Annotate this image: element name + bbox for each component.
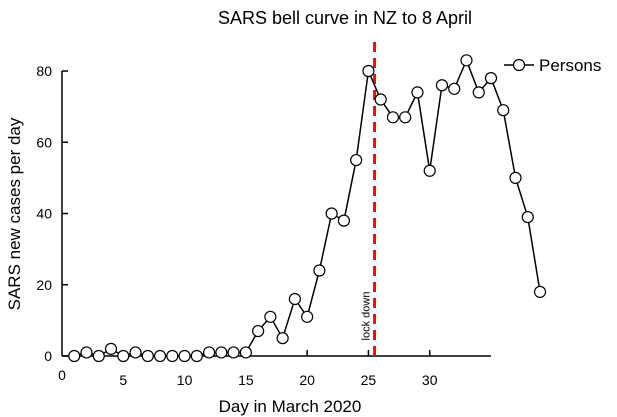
persons-point-31: [448, 82, 461, 95]
legend-label-persons: Persons: [539, 56, 601, 75]
x-tick-label-6: 30: [422, 372, 438, 388]
persons-point-36: [509, 171, 522, 184]
persons-point-17: [276, 332, 289, 345]
x-tick-label-5: 25: [361, 372, 377, 388]
y-tick-label-2: 40: [36, 206, 52, 222]
y-tick-label-0: 0: [44, 348, 52, 364]
persons-point-18: [288, 292, 301, 306]
persons-point-13: [227, 346, 240, 359]
persons-point-3: [104, 342, 118, 355]
lockdown-label: lock down: [361, 292, 373, 341]
persons-point-6: [141, 349, 154, 363]
axes: [61, 71, 491, 357]
persons-point-37: [521, 210, 534, 224]
y-tick-label-3: 60: [36, 134, 52, 150]
legend-marker: [512, 58, 526, 72]
x-tick-label-1: 5: [119, 372, 127, 388]
persons-point-9: [178, 349, 191, 363]
persons-point-32: [460, 54, 473, 67]
persons-point-19: [301, 310, 314, 323]
persons-point-10: [190, 349, 203, 363]
y-axis-label: SARS new cases per day: [5, 117, 24, 310]
y-tick-label-4: 80: [36, 63, 52, 79]
persons-point-7: [153, 349, 167, 363]
persons-point-25: [374, 93, 387, 106]
x-tick-label-0: 0: [58, 367, 66, 383]
persons-point-34: [484, 72, 498, 85]
x-axis-label: Day in March 2020: [219, 397, 362, 416]
persons-point-28: [411, 86, 424, 99]
persons-point-5: [129, 346, 142, 359]
persons-point-20: [313, 264, 326, 277]
persons-point-27: [399, 111, 412, 124]
x-tick-label-4: 20: [299, 372, 315, 388]
persons-point-4: [117, 349, 130, 363]
persons-point-23: [350, 153, 363, 167]
persons-point-35: [497, 104, 510, 117]
x-axis-ticks: 0 5 10 15 20 25 30: [58, 350, 438, 388]
persons-point-14: [239, 346, 252, 359]
persons-point-12: [215, 346, 228, 359]
series-layer: [68, 54, 547, 363]
persons-point-15: [252, 324, 265, 338]
persons-point-8: [166, 349, 179, 363]
persons-point-16: [264, 310, 277, 323]
persons-point-21: [325, 207, 338, 220]
annotation-layer: lock down: [361, 42, 377, 356]
x-tick-label-2: 10: [177, 372, 193, 388]
persons-point-0: [68, 349, 81, 363]
y-axis-ticks: 0 20 40 60 80: [36, 63, 68, 364]
x-tick-label-3: 15: [238, 372, 254, 388]
y-tick-label-1: 20: [36, 277, 52, 293]
persons-point-1: [80, 346, 93, 359]
persons-point-38: [533, 285, 547, 298]
persons-point-29: [423, 164, 436, 177]
persons-point-2: [92, 349, 105, 363]
persons-point-33: [472, 86, 485, 99]
persons-point-22: [337, 214, 351, 227]
chart-title: SARS bell curve in NZ to 8 April: [218, 8, 472, 28]
persons-point-30: [435, 79, 449, 92]
legend: Persons: [504, 56, 601, 75]
persons-point-26: [386, 111, 400, 124]
persons-point-11: [202, 346, 216, 359]
persons-point-24: [362, 64, 375, 78]
